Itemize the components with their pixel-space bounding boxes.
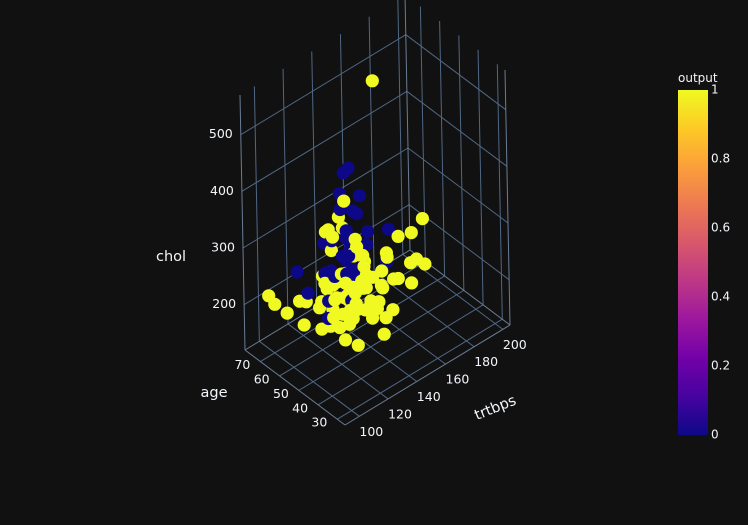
grid-line-z-sidewall (405, 34, 507, 111)
box-edge (239, 94, 246, 351)
z-tick-label: 400 (210, 183, 234, 198)
data-point (342, 249, 356, 263)
data-point (351, 338, 365, 352)
y-tick-label: 40 (292, 400, 308, 415)
grid-line-x-backwall (311, 51, 318, 307)
grid-line-y-sidewall (439, 20, 446, 276)
data-point (356, 248, 370, 263)
data-point (339, 224, 353, 238)
colorbar-tick-label: 0.2 (711, 359, 730, 373)
data-point (380, 250, 394, 264)
box-edge (404, 0, 411, 251)
grid-line-z-backwall (240, 34, 407, 136)
grid-line-y-floor (279, 275, 445, 377)
grid-line-x-floor (287, 323, 389, 400)
data-point (280, 306, 294, 320)
data-point (313, 301, 327, 315)
colorbar-title: output (678, 71, 718, 85)
x-tick-label: 140 (417, 389, 441, 404)
data-point (324, 243, 338, 258)
z-axis-title: chol (156, 249, 186, 265)
data-point (415, 212, 429, 226)
grid-line-x-backwall (253, 86, 260, 342)
x-tick-label: 120 (388, 406, 412, 421)
z-tick-label: 300 (211, 240, 235, 255)
data-point (336, 166, 350, 180)
data-point (360, 238, 374, 252)
data-point (268, 297, 282, 311)
data-point (348, 286, 362, 300)
box-edge (244, 349, 346, 426)
y-tick-label: 50 (273, 386, 289, 401)
data-point (301, 286, 315, 300)
data-point (337, 194, 351, 208)
colorbar-ticks: 0 0.2 0.4 0.6 0.8 1 (711, 83, 730, 442)
x-tick-label: 200 (503, 337, 527, 352)
colorbar-tick-label: 0.4 (711, 290, 730, 304)
colorbar: output 0 0.2 0.4 0.6 0.8 1 (678, 71, 730, 442)
data-point (339, 276, 353, 290)
x-axis-title: trtbps (472, 393, 518, 424)
colorbar-tick-label: 1 (711, 83, 719, 97)
box-edge (504, 69, 511, 326)
grid-line-y-floor (337, 318, 503, 420)
colorbar-tick-label: 0 (711, 428, 719, 442)
data-point (418, 257, 432, 271)
z-tick-label: 500 (209, 126, 233, 141)
data-point (357, 259, 371, 274)
grid-line-y-sidewall (496, 64, 503, 320)
data-point (405, 276, 419, 290)
data-point (387, 272, 401, 286)
data-point (365, 74, 379, 88)
data-point (352, 189, 366, 203)
grid-line-y-floor (298, 289, 465, 391)
grid-lines (239, 0, 511, 426)
box-edge (344, 324, 511, 426)
x-tick-label: 180 (474, 354, 498, 369)
data-point (325, 230, 340, 244)
grid-line-z-sidewall (406, 90, 508, 167)
data-point (297, 318, 311, 332)
grid-line-y-sidewall (477, 49, 484, 305)
data-point (290, 265, 304, 279)
grid-line-z-sidewall (407, 147, 509, 224)
data-point (372, 295, 386, 309)
y-axis-title: age (200, 385, 227, 401)
data-point (338, 333, 353, 347)
colorbar-tick-label: 0.8 (711, 152, 730, 166)
x-tick-label: 100 (359, 424, 383, 439)
data-point (375, 264, 389, 278)
grid-line-y-sidewall (458, 35, 465, 291)
data-point (381, 222, 396, 236)
data-point (404, 226, 418, 240)
grid-line-x-backwall (282, 68, 289, 324)
grid-line-z-backwall (241, 90, 408, 192)
grid-line-x-backwall (397, 0, 404, 255)
data-point (354, 277, 368, 291)
y-tick-label: 70 (234, 357, 250, 372)
data-points (262, 74, 432, 352)
data-point (377, 327, 391, 341)
data-point (366, 311, 380, 325)
colorbar-tick-label: 0.6 (711, 221, 730, 235)
z-tick-label: 200 (212, 296, 236, 311)
grid-line-y-floor (317, 304, 484, 406)
data-point (361, 224, 375, 239)
data-point (376, 281, 390, 295)
data-point (350, 207, 364, 221)
y-tick-label: 30 (311, 415, 327, 430)
data-point (386, 303, 400, 317)
data-point (318, 276, 332, 290)
grid-line-z-backwall (242, 147, 409, 249)
colorbar-gradient (678, 90, 708, 435)
y-tick-label: 60 (254, 371, 270, 386)
x-tick-label: 160 (446, 372, 470, 387)
grid-line-x-floor (259, 340, 360, 417)
data-point (391, 229, 405, 243)
